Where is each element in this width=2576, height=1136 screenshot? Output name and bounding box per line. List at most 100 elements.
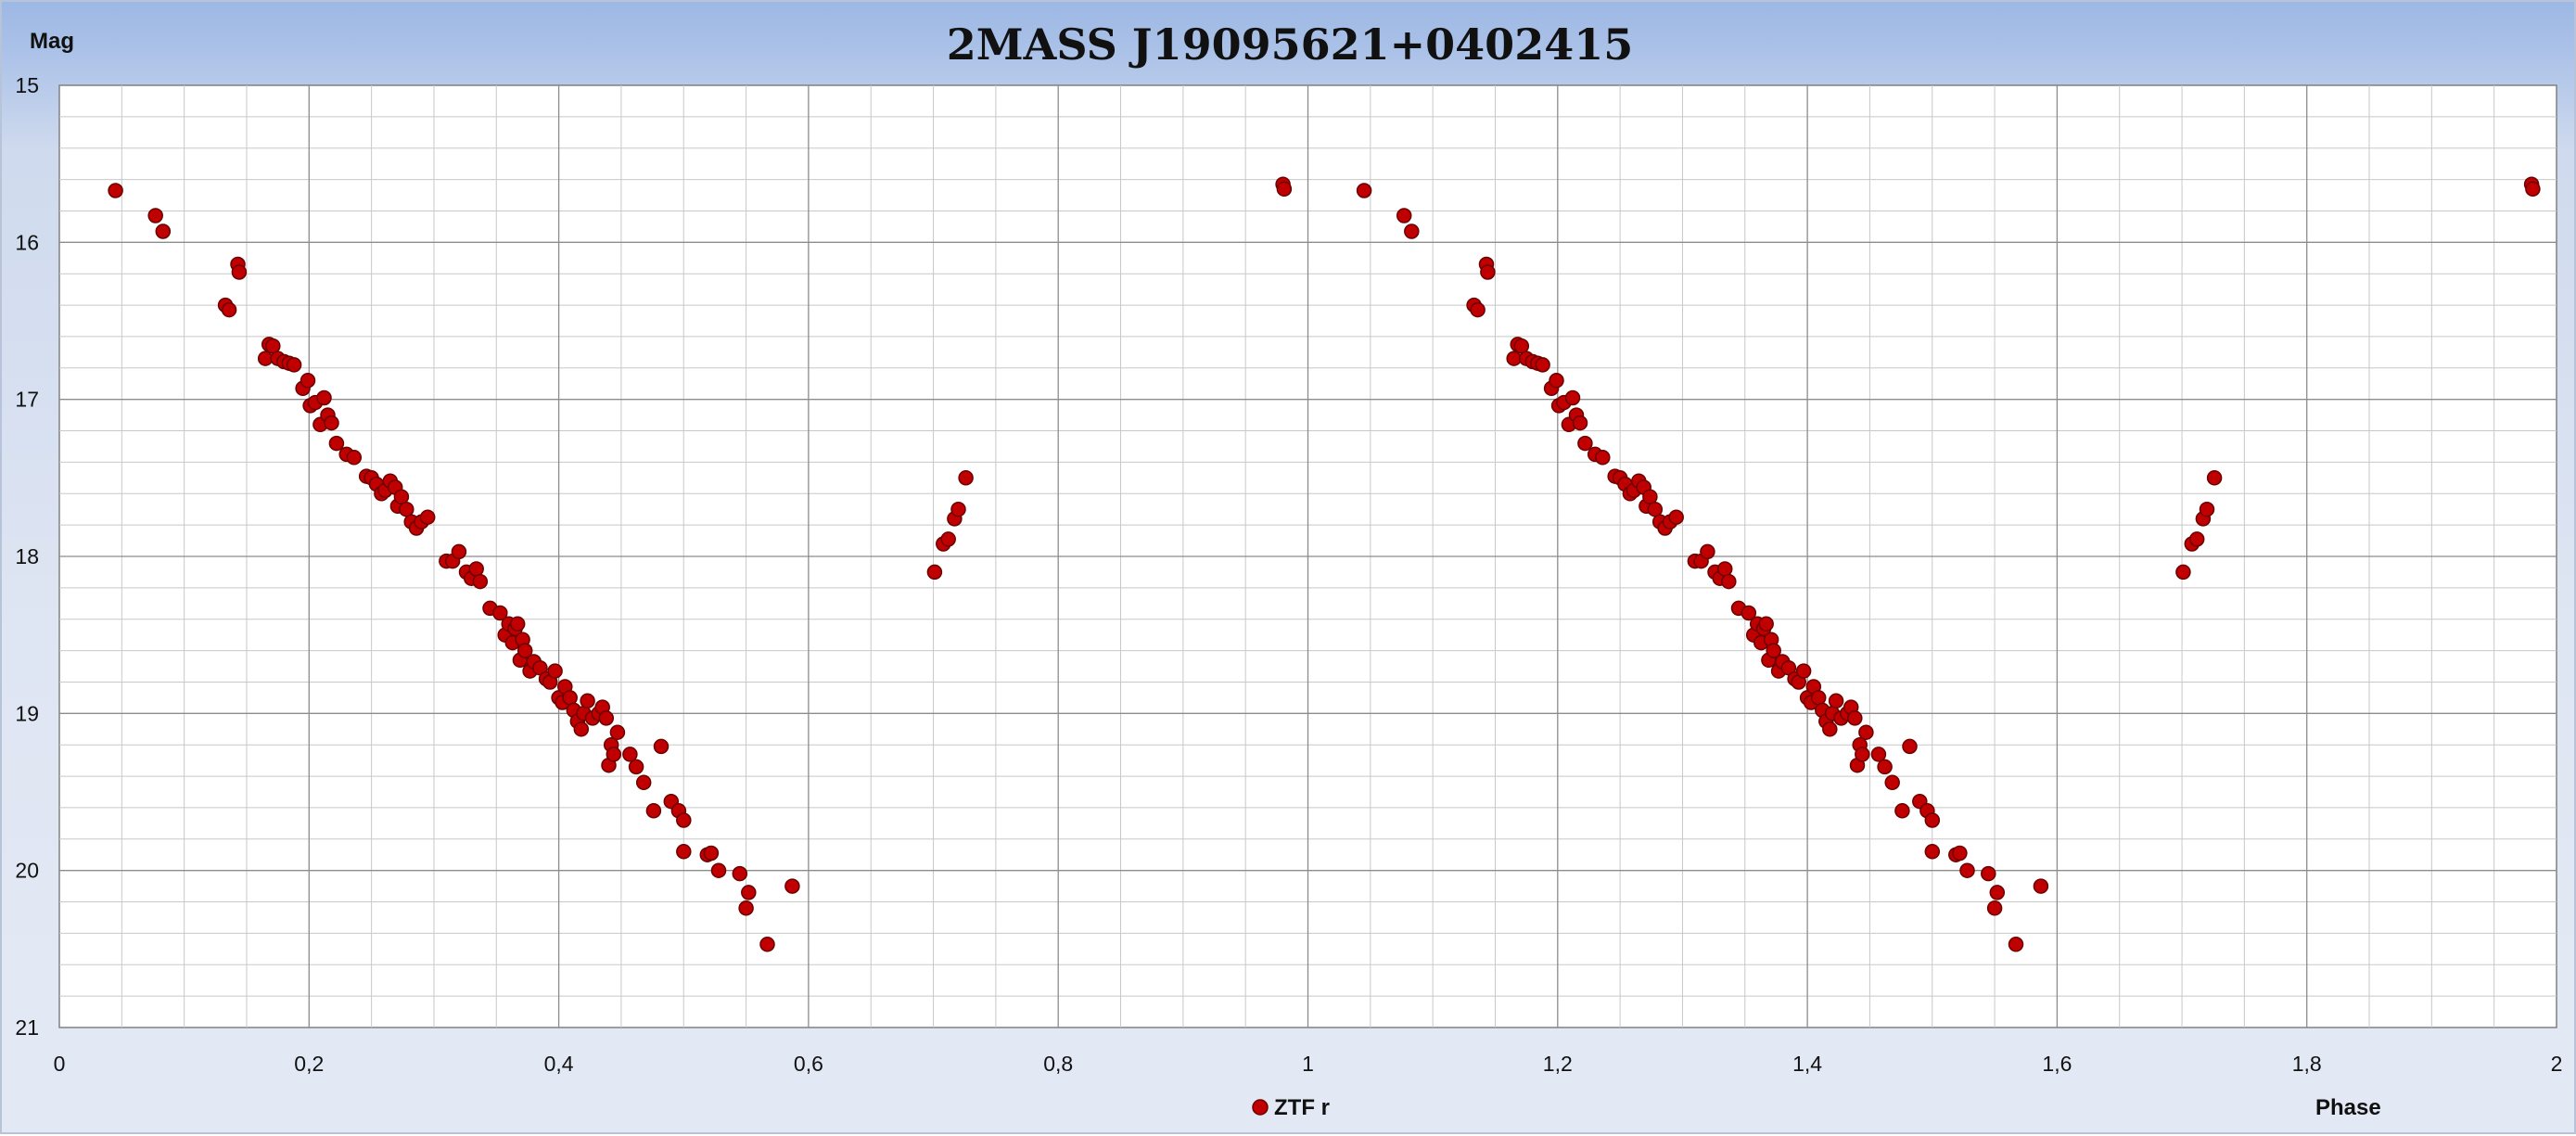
legend: ZTF r xyxy=(1252,1095,1330,1120)
data-point xyxy=(324,415,339,431)
data-point xyxy=(1894,803,1910,819)
data-point xyxy=(1535,357,1550,373)
x-axis-tick-labels: 0 0,2 0,4 0,6 0,8 1 1,2 1,4 1,6 1,8 2 xyxy=(54,1052,2563,1076)
data-point xyxy=(628,759,644,775)
data-point xyxy=(1795,663,1812,679)
data-point xyxy=(492,605,508,621)
data-point xyxy=(1822,721,1838,737)
data-point xyxy=(451,543,467,560)
data-point xyxy=(300,373,316,389)
x-axis-label: Phase xyxy=(2315,1095,2381,1120)
data-point xyxy=(1668,509,1684,525)
x-tick-label: 2 xyxy=(2551,1052,2563,1076)
data-point xyxy=(759,937,775,952)
x-tick-label: 1,8 xyxy=(2292,1052,2322,1076)
data-point xyxy=(653,738,670,755)
data-point xyxy=(1828,693,1844,709)
data-point xyxy=(1877,759,1893,775)
data-point xyxy=(1577,435,1593,452)
data-point xyxy=(1810,690,1827,706)
x-tick-label: 1 xyxy=(1302,1052,1314,1076)
y-tick-label: 19 xyxy=(15,701,39,725)
data-point xyxy=(1766,643,1781,658)
y-tick-label: 15 xyxy=(15,73,39,97)
data-point xyxy=(635,774,652,791)
y-axis-label: Mag xyxy=(30,29,74,54)
data-point xyxy=(2206,470,2223,486)
data-point xyxy=(286,357,302,373)
x-tick-label: 0,6 xyxy=(794,1052,823,1076)
data-point xyxy=(710,862,727,878)
x-tick-label: 1,2 xyxy=(1543,1052,1573,1076)
data-point xyxy=(399,501,414,517)
x-tick-label: 0,4 xyxy=(544,1052,574,1076)
data-point xyxy=(1721,573,1737,590)
legend-label-ztf-r: ZTF r xyxy=(1274,1095,1330,1120)
data-point xyxy=(1758,616,1774,632)
data-point xyxy=(509,616,526,632)
y-tick-label: 18 xyxy=(15,544,39,568)
data-point xyxy=(741,885,757,900)
data-point xyxy=(419,509,436,525)
data-point xyxy=(468,561,484,577)
data-point xyxy=(155,223,172,239)
data-point xyxy=(598,710,615,726)
data-point xyxy=(1480,264,1496,280)
y-tick-label: 20 xyxy=(15,859,39,883)
data-point xyxy=(1989,885,2006,900)
chart-title: 2MASS J19095621+0402415 xyxy=(947,19,1633,70)
data-point xyxy=(609,724,626,740)
data-point xyxy=(732,865,748,882)
data-point xyxy=(1276,181,1293,198)
data-point xyxy=(346,450,363,466)
data-point xyxy=(940,531,956,547)
data-point xyxy=(676,844,692,860)
data-point xyxy=(1470,301,1486,318)
y-tick-label: 21 xyxy=(15,1015,39,1040)
legend-marker-ztf-r xyxy=(1252,1099,1269,1116)
data-point xyxy=(950,501,966,517)
data-point xyxy=(1959,862,1975,878)
data-point xyxy=(676,812,692,828)
data-point xyxy=(147,208,163,223)
data-point xyxy=(221,301,237,318)
data-point xyxy=(784,878,800,894)
data-point xyxy=(2188,531,2205,547)
data-point xyxy=(1858,724,1874,740)
data-point xyxy=(1404,223,1420,239)
data-point xyxy=(958,470,974,486)
x-tick-label: 0,2 xyxy=(294,1052,324,1076)
data-point xyxy=(606,747,622,762)
data-point xyxy=(1549,373,1564,389)
data-point xyxy=(1847,710,1863,726)
data-point xyxy=(316,389,332,406)
data-point xyxy=(1981,865,1996,882)
data-point xyxy=(1741,605,1757,621)
data-point xyxy=(562,690,578,706)
data-point xyxy=(108,183,123,198)
data-point xyxy=(1572,415,1588,431)
data-point xyxy=(622,747,638,762)
data-point xyxy=(328,435,345,452)
data-point xyxy=(393,489,410,504)
data-point xyxy=(472,573,489,590)
major-gridlines xyxy=(59,85,2557,1028)
data-point xyxy=(1642,489,1658,504)
data-point xyxy=(1855,747,1870,762)
x-tick-label: 0 xyxy=(54,1052,66,1076)
data-point xyxy=(1356,183,1372,198)
data-point xyxy=(2175,564,2191,581)
data-point xyxy=(2008,937,2024,952)
data-point xyxy=(2199,501,2215,517)
data-point xyxy=(2033,878,2049,894)
data-point xyxy=(1952,845,1968,862)
data-point xyxy=(1700,543,1715,560)
data-point xyxy=(1396,208,1412,223)
x-tick-label: 1,4 xyxy=(1792,1052,1822,1076)
y-axis-tick-labels: 15 16 17 18 19 20 21 xyxy=(15,73,39,1040)
data-point xyxy=(1902,738,1918,755)
data-point xyxy=(516,643,533,658)
data-point xyxy=(231,264,248,280)
